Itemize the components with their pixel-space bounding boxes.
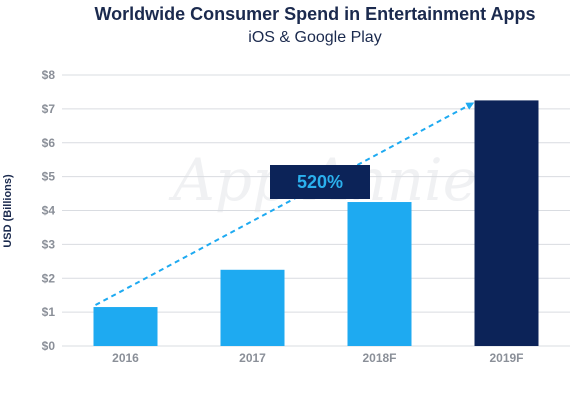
bars bbox=[93, 100, 539, 346]
y-tick-label: $1 bbox=[42, 305, 56, 319]
y-tick-label: $4 bbox=[42, 204, 56, 218]
x-tick-label: 2016 bbox=[112, 351, 139, 365]
x-tick-label: 2018F bbox=[362, 351, 396, 365]
bar bbox=[93, 307, 158, 346]
y-tick-label: $5 bbox=[42, 170, 56, 184]
chart-title: Worldwide Consumer Spend in Entertainmen… bbox=[94, 4, 535, 24]
annotation-box bbox=[270, 165, 370, 199]
y-tick-label: $6 bbox=[42, 136, 56, 150]
bar bbox=[474, 100, 539, 346]
y-axis-label: USD (Billions) bbox=[2, 174, 14, 248]
y-tick-label: $3 bbox=[42, 237, 56, 251]
annotation-label: 520% bbox=[297, 172, 343, 192]
y-tick-label: $2 bbox=[42, 271, 56, 285]
growth-annotation: 520% bbox=[95, 102, 475, 306]
y-tick-label: $8 bbox=[42, 68, 56, 82]
y-tick-label: $7 bbox=[42, 102, 56, 116]
bar bbox=[220, 269, 285, 346]
x-tick-label: 2019F bbox=[489, 351, 523, 365]
y-tick-label: $0 bbox=[42, 339, 56, 353]
chart-subtitle: iOS & Google Play bbox=[248, 29, 381, 46]
x-axis-ticks: 2016 2017 2018F 2019F bbox=[112, 351, 523, 365]
x-tick-label: 2017 bbox=[239, 351, 266, 365]
y-axis-ticks: $0 $1 $2 $3 $4 $5 $6 $7 $8 bbox=[42, 68, 56, 353]
bar bbox=[347, 202, 412, 346]
